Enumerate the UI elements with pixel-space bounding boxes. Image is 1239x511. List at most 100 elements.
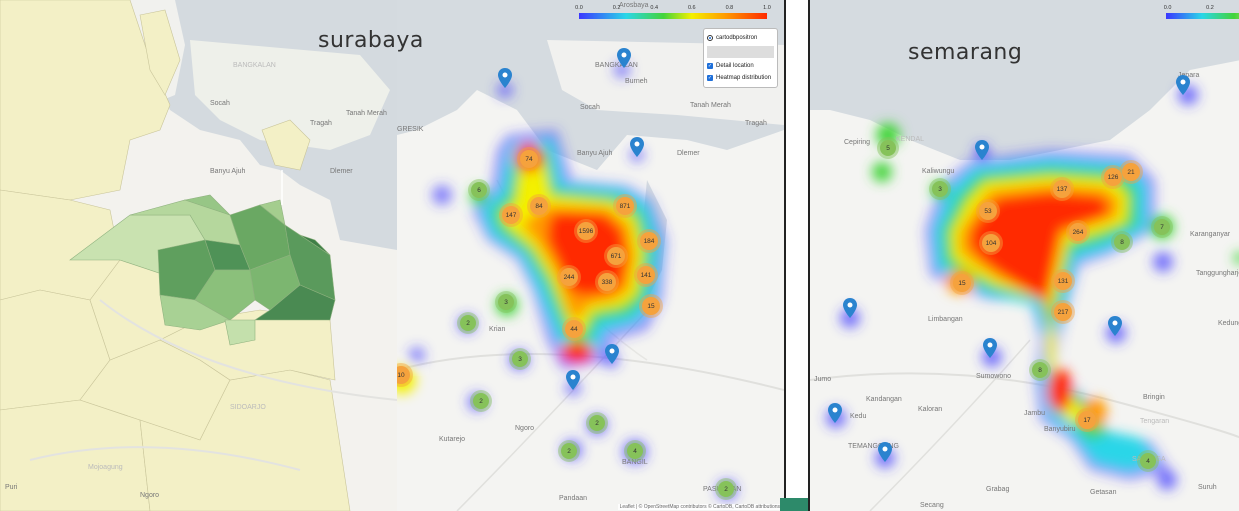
location-pin-icon[interactable]	[975, 140, 989, 160]
base-layer-option[interactable]: cartodbpositron	[707, 32, 774, 44]
legend-tick: 0.0	[575, 5, 583, 11]
place-label: Dlemer	[330, 168, 353, 175]
marker-cluster[interactable]: 2	[460, 315, 476, 331]
place-label: Kandangan	[866, 396, 902, 403]
map-attribution[interactable]: Leaflet | © OpenStreetMap contributors ©…	[617, 504, 782, 510]
marker-cluster[interactable]: 7	[1154, 219, 1170, 235]
place-label: Socah	[210, 100, 230, 107]
place-label: BANGIL	[622, 459, 648, 466]
heatmap-legend-bar	[579, 13, 767, 19]
place-label: Ngoro	[515, 425, 535, 432]
marker-cluster[interactable]: 15	[953, 274, 971, 292]
layer-control[interactable]: cartodbpositron ✓ Detail location ✓ Heatma…	[703, 28, 778, 88]
marker-cluster[interactable]: 871	[616, 197, 634, 215]
place-label: Puri	[5, 484, 18, 491]
marker-cluster[interactable]: 131	[1054, 272, 1072, 290]
legend-tick: 0.2	[612, 5, 621, 11]
choropleth-map-surabaya[interactable]: BANGKALAN Socah Tragah Tanah Merah Banyu…	[0, 0, 397, 511]
checkbox-checked-icon[interactable]: ✓	[707, 75, 713, 81]
place-label: Getasan	[1090, 489, 1117, 496]
marker-cluster[interactable]: 104	[982, 234, 1000, 252]
place-label: Sumowono	[976, 373, 1012, 380]
marker-cluster[interactable]: 141	[637, 266, 655, 284]
place-label: Kaliwungu	[922, 168, 955, 175]
place-label: Tanah Merah	[346, 110, 387, 117]
place-label: Tanah Merah	[690, 102, 731, 109]
place-label: Limbangan	[928, 316, 963, 323]
marker-cluster[interactable]: 5	[880, 140, 896, 156]
location-pin-icon[interactable]	[843, 298, 857, 318]
marker-cluster[interactable]: 3	[498, 294, 514, 310]
marker-cluster[interactable]: 184	[640, 232, 658, 250]
place-label: KENDAL	[896, 136, 925, 143]
marker-cluster[interactable]: 338	[598, 273, 616, 291]
marker-cluster[interactable]: 8	[1032, 362, 1048, 378]
heatmap-base	[810, 0, 1239, 511]
marker-cluster[interactable]: 74	[520, 150, 538, 168]
place-label: Tanggungharjo	[1196, 270, 1239, 277]
marker-cluster[interactable]: 53	[979, 202, 997, 220]
place-label: Dlemer	[677, 150, 700, 157]
place-label: Karanganyar	[1190, 231, 1231, 238]
marker-cluster[interactable]: 244	[560, 268, 578, 286]
place-label: Kedu	[850, 413, 867, 420]
overlay-option-detail[interactable]: ✓ Detail location	[707, 60, 774, 72]
region-polygons-green	[69, 194, 336, 346]
location-pin-icon[interactable]	[878, 442, 892, 462]
marker-cluster[interactable]: 2	[589, 415, 605, 431]
marker-cluster[interactable]: 147	[502, 206, 520, 224]
place-label: Krian	[489, 326, 506, 333]
marker-cluster[interactable]: 1596	[577, 222, 595, 240]
marker-cluster[interactable]: 8	[1114, 234, 1130, 250]
marker-cluster[interactable]: 6	[471, 182, 487, 198]
marker-cluster[interactable]: 44	[565, 320, 583, 338]
marker-cluster[interactable]: 4	[1140, 453, 1156, 469]
place-label: Kutarejo	[439, 436, 466, 443]
overlay-option-heatmap[interactable]: ✓ Heatmap distribution	[707, 72, 774, 84]
marker-cluster[interactable]: 21	[1122, 163, 1140, 181]
marker-cluster[interactable]: 671	[607, 247, 625, 265]
divider	[707, 46, 774, 58]
marker-cluster[interactable]: 137	[1053, 180, 1071, 198]
location-pin-icon[interactable]	[1176, 75, 1190, 95]
place-label: Kaloran	[918, 406, 943, 413]
marker-cluster[interactable]: 15	[642, 297, 660, 315]
marker-cluster[interactable]: 84	[530, 197, 548, 215]
heatmap-surabaya[interactable]: BANGKALAN Burneh Socah Tanah Merah Traga…	[397, 0, 786, 511]
marker-cluster[interactable]: 126	[1104, 168, 1122, 186]
place-label: Burneh	[625, 78, 648, 85]
legend-tick: 0.2	[1206, 5, 1214, 11]
city-title-surabaya: surabaya	[318, 28, 424, 53]
location-pin-icon[interactable]	[566, 370, 580, 390]
location-pin-icon[interactable]	[828, 403, 842, 423]
location-pin-icon[interactable]	[983, 338, 997, 358]
radio-selected-icon[interactable]	[707, 35, 713, 41]
marker-cluster[interactable]: 2	[718, 481, 734, 497]
location-pin-icon[interactable]	[605, 344, 619, 364]
location-pin-icon[interactable]	[630, 137, 644, 157]
legend-tick: 0.4	[650, 5, 659, 11]
checkbox-checked-icon[interactable]: ✓	[707, 63, 713, 69]
marker-cluster[interactable]: 264	[1069, 223, 1087, 241]
location-pin-icon[interactable]	[617, 48, 631, 68]
place-label: Suruh	[1198, 484, 1217, 491]
marker-cluster[interactable]: 3	[932, 181, 948, 197]
marker-cluster[interactable]: 2	[473, 393, 489, 409]
place-label: Pandaan	[559, 495, 588, 502]
heatmap-semarang[interactable]: Jepara Cepiring KENDAL Kaliwungu Limbang…	[808, 0, 1239, 511]
marker-cluster[interactable]: 10	[397, 366, 410, 384]
marker-cluster[interactable]: 17	[1078, 411, 1096, 429]
location-pin-icon[interactable]	[1108, 316, 1122, 336]
place-label: Banyu Ajuh	[210, 168, 246, 175]
place-label: Banyu Ajuh	[577, 150, 613, 157]
marker-cluster[interactable]: 217	[1054, 303, 1072, 321]
marker-cluster[interactable]: 3	[512, 351, 528, 367]
place-label: Banyubiru	[1044, 426, 1076, 433]
marker-cluster[interactable]: 2	[561, 443, 577, 459]
panel-gap	[786, 0, 806, 511]
location-pin-icon[interactable]	[498, 68, 512, 88]
overlay-label: Heatmap distribution	[716, 75, 772, 81]
marker-cluster[interactable]: 4	[627, 443, 643, 459]
legend-tick: 0.0	[1163, 5, 1172, 11]
place-label: Ngoro	[140, 492, 160, 499]
